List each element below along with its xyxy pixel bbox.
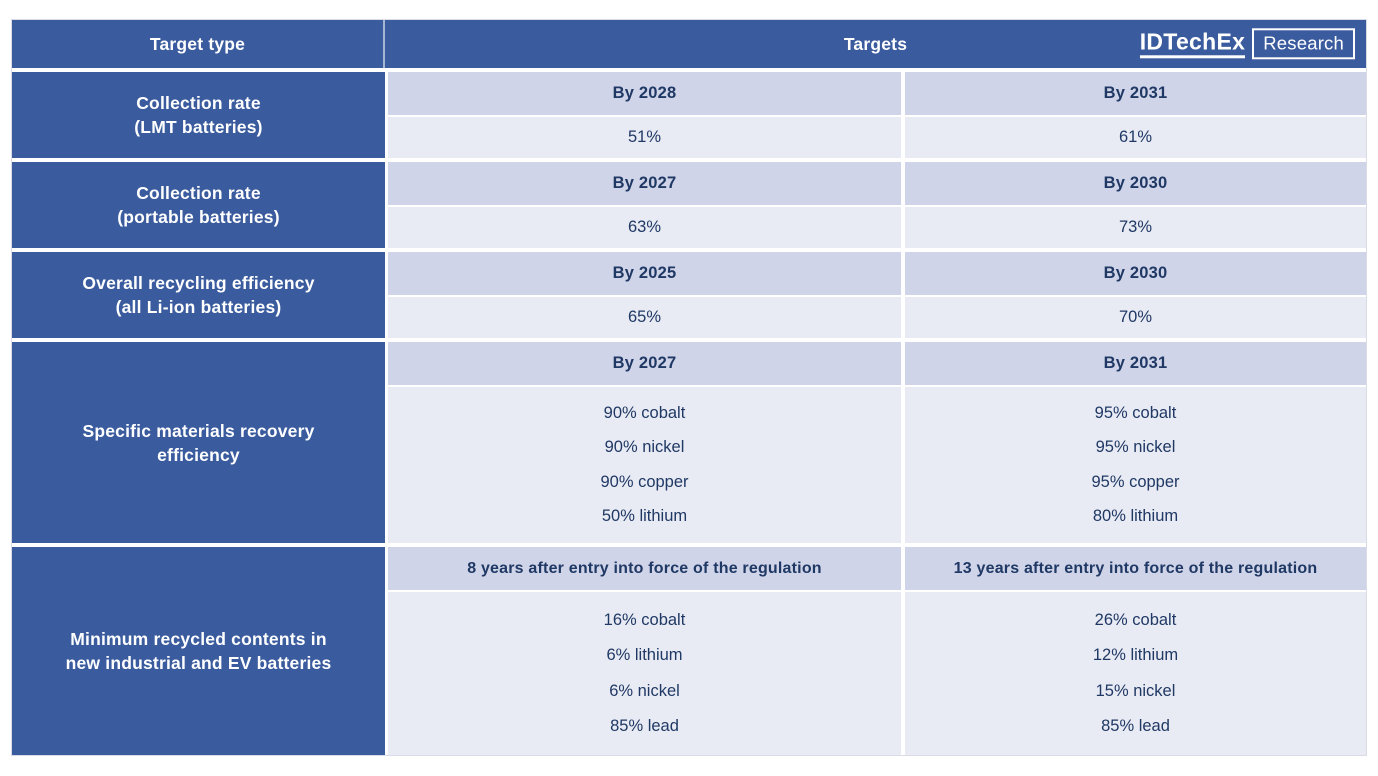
target-cell: 8 years after entry into force of the re… [388, 547, 901, 755]
target-cell: By 2027 90% cobalt 90% nickel 90% copper… [388, 342, 901, 543]
table-header-row: Target type Targets IDTechEx Research [12, 20, 1366, 68]
targets-label: Targets [843, 33, 908, 54]
target-value: 95% cobalt [1094, 404, 1177, 423]
target-value: 51% [627, 128, 662, 146]
target-deadline: By 2031 [905, 342, 1366, 385]
row-label: Collection rate (LMT batteries) [12, 72, 385, 158]
target-cell: By 2028 51% [388, 72, 901, 158]
target-value: 6% nickel [609, 681, 680, 700]
target-deadline: 13 years after entry into force of the r… [905, 547, 1366, 590]
target-value: 90% cobalt [603, 404, 686, 423]
target-deadline: By 2031 [905, 72, 1366, 115]
target-cell: By 2025 65% [388, 252, 901, 338]
row-label: Collection rate (portable batteries) [12, 162, 385, 248]
table-row-overall-recycling-efficiency: Overall recycling efficiency (all Li-ion… [12, 252, 1366, 338]
row-label: Overall recycling efficiency (all Li-ion… [12, 252, 385, 338]
target-cell: By 2030 70% [905, 252, 1366, 338]
target-deadline: By 2028 [388, 72, 901, 115]
target-deadline: 8 years after entry into force of the re… [388, 547, 901, 590]
target-value: 63% [627, 218, 662, 236]
target-cell: By 2031 61% [905, 72, 1366, 158]
target-deadline: By 2027 [388, 342, 901, 385]
target-value: 65% [627, 308, 662, 326]
target-cell: By 2027 63% [388, 162, 901, 248]
table-row-collection-rate-portable: Collection rate (portable batteries) By … [12, 162, 1366, 248]
target-value: 26% cobalt [1094, 610, 1177, 629]
target-value: 90% copper [600, 472, 689, 491]
target-deadline: By 2025 [388, 252, 901, 295]
target-cell: By 2031 95% cobalt 95% nickel 95% copper… [905, 342, 1366, 543]
target-value: 15% nickel [1095, 681, 1176, 700]
column-header-targets: Targets IDTechEx Research [385, 20, 1366, 68]
target-cell: By 2030 73% [905, 162, 1366, 248]
research-badge: Research [1252, 28, 1355, 60]
target-value: 50% lithium [601, 506, 688, 525]
battery-targets-table: Target type Targets IDTechEx Research Co… [11, 19, 1367, 756]
target-value: 95% copper [1091, 472, 1180, 491]
target-value: 16% cobalt [603, 610, 686, 629]
target-value: 12% lithium [1092, 646, 1179, 665]
target-value: 6% lithium [606, 646, 683, 665]
target-value: 70% [1118, 308, 1153, 326]
target-value: 80% lithium [1092, 506, 1179, 525]
target-value: 73% [1118, 218, 1153, 236]
column-header-target-type: Target type [12, 20, 385, 68]
target-deadline: By 2030 [905, 162, 1366, 205]
row-label: Specific materials recovery efficiency [12, 342, 385, 543]
table-row-materials-recovery-efficiency: Specific materials recovery efficiency B… [12, 342, 1366, 543]
row-label: Minimum recycled contents in new industr… [12, 547, 385, 755]
target-cell: 13 years after entry into force of the r… [905, 547, 1366, 755]
target-value: 95% nickel [1095, 438, 1176, 457]
target-type-label: Target type [149, 33, 246, 54]
target-value: 90% nickel [604, 438, 685, 457]
target-value: 85% lead [1101, 717, 1170, 736]
table-row-minimum-recycled-contents: Minimum recycled contents in new industr… [12, 547, 1366, 755]
target-value: 61% [1118, 128, 1153, 146]
target-value: 85% lead [610, 717, 679, 736]
target-deadline: By 2030 [905, 252, 1366, 295]
target-deadline: By 2027 [388, 162, 901, 205]
idtechex-logo: IDTechEx Research [1139, 28, 1355, 60]
table-row-collection-rate-lmt: Collection rate (LMT batteries) By 2028 … [12, 72, 1366, 158]
idtechex-brand-wordmark: IDTechEx [1139, 29, 1246, 59]
